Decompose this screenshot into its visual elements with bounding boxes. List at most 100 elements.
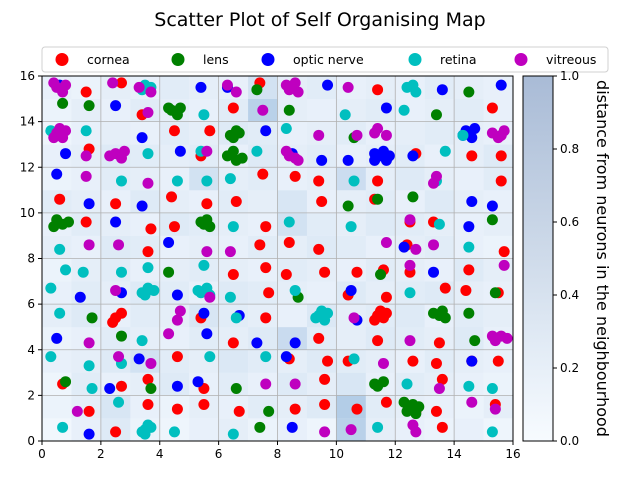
colorbar-ticks: 0.0 0.2 0.4 0.6 0.8 1.0 (553, 69, 579, 448)
data-point (486, 426, 498, 438)
heatmap-cell (454, 167, 484, 191)
data-point (201, 145, 213, 157)
data-point (163, 237, 175, 249)
data-point (263, 405, 275, 417)
data-point (469, 335, 481, 347)
data-point (289, 378, 301, 390)
data-point (224, 246, 236, 258)
data-point (233, 405, 245, 417)
data-point (113, 396, 125, 408)
heatmap-cell (365, 395, 396, 419)
heatmap-cell (483, 304, 514, 328)
data-point (436, 305, 448, 317)
data-point (260, 262, 272, 274)
data-point (171, 380, 183, 392)
data-point (283, 216, 295, 228)
data-point (283, 237, 295, 249)
data-point (204, 351, 216, 363)
data-point (463, 264, 475, 276)
data-point (377, 357, 389, 369)
data-point (54, 122, 66, 134)
x-tick-label: 12 (388, 447, 403, 461)
y-tick-label: 8 (27, 252, 35, 266)
data-point (492, 355, 504, 367)
data-point (168, 426, 180, 438)
data-point (221, 79, 233, 91)
data-point (136, 132, 148, 144)
x-tick-label: 16 (505, 447, 520, 461)
data-point (372, 175, 384, 187)
data-point (204, 125, 216, 137)
data-point (171, 175, 183, 187)
data-point (227, 102, 239, 114)
data-point (195, 81, 207, 93)
data-point (369, 314, 381, 326)
data-point (110, 216, 122, 228)
data-point (348, 175, 360, 187)
heatmap-cell (248, 190, 278, 214)
data-point (48, 221, 60, 233)
heatmap-cell (336, 372, 367, 396)
heatmap-cell (306, 212, 337, 236)
data-point (283, 104, 295, 116)
heatmap-cell (365, 212, 396, 236)
data-point (113, 351, 125, 363)
data-point (107, 77, 119, 89)
data-point (201, 214, 213, 226)
data-point (145, 223, 157, 235)
data-point (430, 357, 442, 369)
data-point (351, 266, 363, 278)
data-point (372, 122, 384, 134)
y-tick-label: 4 (27, 343, 35, 357)
data-point (260, 221, 272, 233)
x-axis-ticks: 0 2 4 6 8 10 12 14 16 (38, 441, 521, 461)
colorbar-tick-label: 0.2 (560, 361, 579, 375)
data-point (104, 150, 116, 162)
data-point (110, 100, 122, 112)
legend-item-retina: retina (408, 52, 477, 67)
data-point (369, 148, 381, 160)
data-point (104, 383, 116, 395)
data-point (201, 175, 213, 187)
data-point (60, 79, 72, 91)
heatmap-cell (277, 304, 308, 328)
data-point (380, 396, 392, 408)
data-point (463, 307, 475, 319)
chart-title: Scatter Plot of Self Organising Map (154, 9, 485, 31)
data-point (436, 84, 448, 96)
data-point (433, 383, 445, 395)
data-point (80, 150, 92, 162)
data-point (198, 259, 210, 271)
data-point (57, 97, 69, 109)
data-point (57, 421, 69, 433)
data-point (224, 291, 236, 303)
heatmap-cell (483, 212, 514, 236)
data-point (115, 266, 127, 278)
data-point (142, 373, 154, 385)
heatmap-cell (365, 235, 396, 259)
x-tick-label: 2 (97, 447, 105, 461)
data-point (377, 376, 389, 388)
data-point (372, 193, 384, 205)
data-point (227, 145, 239, 157)
heatmap-cell (277, 190, 308, 214)
data-point (404, 287, 416, 299)
data-point (407, 355, 419, 367)
legend-label: retina (440, 52, 477, 67)
data-point (171, 351, 183, 363)
data-point (83, 337, 95, 349)
data-point (498, 259, 510, 271)
data-point (198, 109, 210, 121)
data-point (136, 287, 148, 299)
data-point (404, 335, 416, 347)
x-tick-label: 14 (446, 447, 461, 461)
data-point (404, 259, 416, 271)
data-point (83, 405, 95, 417)
data-point (83, 100, 95, 112)
legend-label: lens (203, 52, 229, 67)
data-point (60, 148, 72, 160)
data-point (466, 355, 478, 367)
heatmap-cell (218, 349, 249, 373)
data-point (401, 378, 413, 390)
heatmap-cell (189, 349, 219, 373)
